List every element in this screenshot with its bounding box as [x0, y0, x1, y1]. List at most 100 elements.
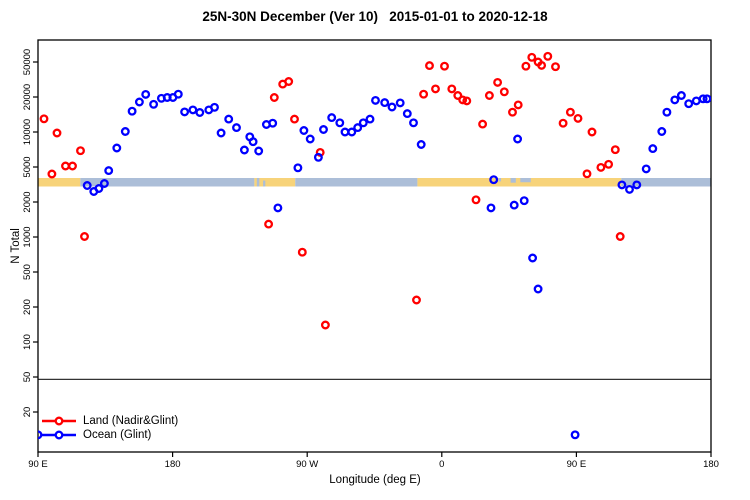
data-point — [112, 143, 122, 153]
data-point — [565, 107, 575, 117]
data-point — [335, 118, 345, 128]
map-band-segment — [80, 178, 255, 187]
data-point — [358, 118, 368, 128]
data-point — [409, 118, 418, 128]
data-point — [80, 232, 89, 241]
data-point — [173, 89, 183, 99]
data-point — [641, 164, 651, 174]
x-tick-label: 0 — [439, 459, 444, 470]
data-point — [632, 180, 642, 190]
data-point — [149, 99, 159, 109]
data-point — [365, 114, 375, 124]
data-point — [551, 62, 560, 72]
y-tick-label: 200 — [22, 299, 33, 315]
map-band-segment — [621, 178, 711, 187]
map-band-segment — [254, 178, 296, 187]
data-point — [702, 94, 711, 104]
x-tick-label: 90 W — [296, 459, 318, 470]
data-point — [47, 169, 57, 179]
data-point — [527, 52, 537, 62]
data-point — [471, 195, 481, 205]
data-point — [684, 99, 694, 109]
data-point — [232, 123, 241, 133]
data-point — [293, 163, 303, 173]
data-point — [513, 100, 523, 110]
data-point — [353, 123, 363, 133]
data-point — [38, 430, 43, 440]
data-points-layer — [38, 51, 711, 440]
data-point — [573, 113, 583, 123]
data-point — [76, 146, 85, 156]
data-point — [94, 184, 104, 193]
data-point — [313, 152, 323, 162]
map-band-detail — [510, 178, 516, 183]
legend-item: Land (Nadir&Glint) — [41, 414, 178, 428]
data-point — [486, 203, 496, 213]
data-point — [587, 127, 597, 137]
data-point — [254, 146, 264, 156]
x-tick-label: 180 — [165, 459, 181, 470]
y-tick-label: 20000 — [22, 84, 33, 110]
data-point — [528, 253, 538, 263]
data-point — [273, 203, 283, 213]
data-point — [39, 114, 49, 124]
data-point — [425, 61, 434, 71]
data-point — [625, 184, 634, 194]
data-point — [615, 232, 625, 241]
y-tick-label: 20 — [22, 407, 33, 418]
legend-item: Ocean (Glint) — [41, 428, 178, 442]
data-point — [297, 247, 307, 257]
data-point — [340, 127, 350, 137]
data-point — [509, 200, 519, 210]
data-point — [290, 114, 299, 124]
data-point — [387, 102, 397, 112]
data-point — [239, 145, 249, 155]
data-point — [61, 161, 70, 171]
data-point — [508, 107, 517, 117]
data-point — [134, 97, 144, 107]
data-point — [180, 107, 190, 117]
data-point — [662, 107, 672, 117]
data-point — [493, 77, 503, 87]
data-point — [670, 95, 680, 105]
data-point — [537, 60, 547, 70]
data-point — [676, 91, 686, 100]
x-tick-label: 90 E — [567, 459, 587, 470]
map-band-detail — [263, 180, 266, 187]
y-tick-label: 50 — [22, 372, 33, 383]
data-point — [453, 91, 463, 100]
data-point — [521, 61, 531, 71]
data-point — [484, 91, 494, 100]
data-point — [82, 181, 92, 190]
data-point — [216, 128, 226, 138]
legend: Land (Nadir&Glint) Ocean (Glint) — [41, 414, 178, 442]
data-point — [264, 219, 274, 229]
data-point — [412, 295, 421, 305]
data-point — [419, 89, 429, 99]
data-point — [104, 166, 114, 176]
data-point — [691, 96, 701, 106]
map-band-detail — [520, 178, 531, 183]
data-point — [327, 113, 337, 123]
x-tick-label: 90 E — [28, 459, 48, 470]
map-band-detail — [498, 178, 502, 182]
data-point — [195, 108, 205, 117]
data-point — [320, 320, 330, 330]
legend-label: Ocean (Glint) — [83, 429, 152, 441]
map-band-detail — [256, 178, 260, 187]
data-point — [68, 161, 77, 171]
map-band-segment — [295, 178, 418, 187]
data-point — [210, 102, 219, 112]
data-point — [402, 109, 412, 119]
x-tick-label: 180 — [703, 459, 719, 470]
data-point — [347, 127, 357, 137]
data-point — [319, 125, 328, 134]
y-tick-label: 1000 — [22, 226, 33, 247]
plot-box — [37, 39, 712, 453]
data-point — [99, 179, 109, 188]
data-point — [499, 87, 509, 97]
data-point — [513, 134, 523, 144]
legend-marker-icon — [42, 416, 76, 426]
data-point — [596, 162, 606, 172]
